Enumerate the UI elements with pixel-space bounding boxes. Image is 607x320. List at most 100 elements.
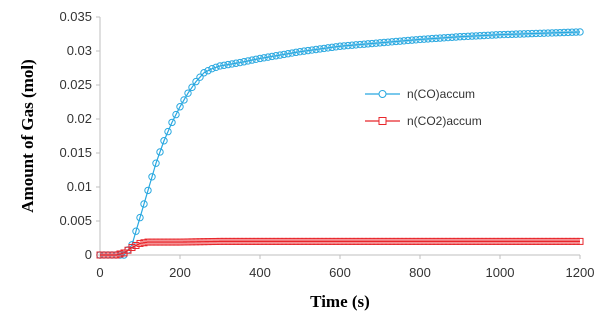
data-point [316,45,324,53]
data-point [540,29,548,37]
x-tick-label: 800 [409,265,431,280]
data-point [136,213,144,222]
data-point [248,237,256,245]
data-point [220,61,228,69]
data-point [480,31,488,40]
data-point [404,237,412,245]
data-point [328,43,336,52]
data-point [168,118,176,127]
data-point [448,237,456,245]
data-point [112,251,120,259]
y-tick-label: 0.015 [59,145,92,160]
data-point [360,40,368,48]
data-point [416,35,424,44]
data-point [340,237,348,245]
data-point [204,67,212,75]
x-tick-label: 400 [249,265,271,280]
data-point [140,200,148,208]
data-point [284,237,292,245]
data-point [544,237,552,245]
data-point [204,238,212,246]
x-tick-label: 200 [169,265,191,280]
legend-label: n(CO)accum [407,87,475,101]
data-point [156,148,164,156]
legend: n(CO)accum n(CO2)accum [365,87,482,128]
data-point [212,63,220,72]
data-point [336,42,344,50]
data-point [300,47,308,55]
data-point [196,73,204,81]
data-point [452,237,460,245]
data-point [420,35,428,43]
data-point [184,89,192,97]
data-point [256,54,264,63]
data-point [224,237,232,245]
data-point [476,237,484,245]
data-point [196,238,204,246]
data-point [512,237,520,245]
data-point [332,43,340,51]
x-tick-label: 1000 [486,265,515,280]
data-point [216,237,224,245]
data-point [576,237,584,245]
data-point [532,237,540,245]
data-point [180,238,188,246]
data-point [236,58,244,67]
data-point [444,237,452,245]
data-point [244,237,252,245]
legend-item: n(CO)accum [365,87,475,101]
data-point [404,36,412,45]
data-point [296,237,304,245]
data-point [308,46,316,54]
data-point [160,238,168,246]
x-tick-label: 0 [96,265,103,280]
data-point [520,30,528,38]
data-point [536,29,544,38]
data-point [160,137,168,145]
data-point [268,52,276,61]
data-point [324,44,332,52]
data-point [136,239,144,247]
data-point [428,237,436,245]
data-point [492,31,500,39]
data-point [488,237,496,245]
data-point [304,237,312,245]
data-point [128,244,136,252]
y-tick-label: 0.02 [67,111,92,126]
data-point [440,34,448,42]
data-point [256,237,264,245]
data-point [384,38,392,46]
data-point [516,30,524,38]
data-point [412,36,420,44]
axes [99,17,580,256]
data-point [560,237,568,245]
x-axis-title: Time (s) [310,292,370,311]
data-point [528,237,536,245]
data-point [216,62,224,70]
data-point [396,37,404,45]
data-point [244,57,252,65]
data-point [428,34,436,43]
data-point [276,51,284,59]
data-point [372,39,380,47]
data-point [456,237,464,245]
data-point [464,32,472,41]
data-point [144,238,152,246]
data-point [536,237,544,245]
data-point [272,52,280,60]
data-point [516,237,524,245]
data-point [184,238,192,246]
data-point [252,55,260,63]
series-co [96,28,584,259]
y-tick-label: 0.005 [59,213,92,228]
data-point [420,237,428,245]
data-point [532,29,540,38]
x-tick-labels: 0 200 400 600 800 1000 1200 [96,255,594,280]
data-point [132,227,140,235]
data-point [452,33,460,41]
data-point [560,28,568,37]
data-point [148,238,156,246]
data-point [488,31,496,39]
data-point [376,39,384,47]
data-point [380,38,388,47]
